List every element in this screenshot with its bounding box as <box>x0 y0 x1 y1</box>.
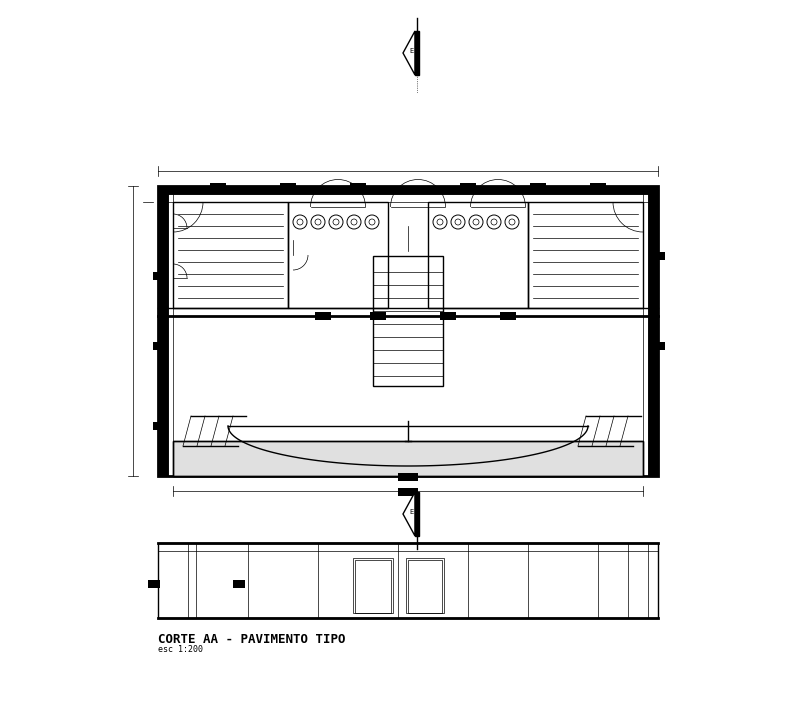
Bar <box>528 202 643 308</box>
Text: esc 1:200: esc 1:200 <box>158 645 203 654</box>
Text: E: E <box>409 509 413 515</box>
Bar <box>530 183 546 191</box>
Bar <box>406 558 444 613</box>
Bar <box>370 312 386 320</box>
Bar <box>158 543 658 618</box>
Bar <box>153 272 163 280</box>
Text: CORTE AA - PAVIMENTO TIPO: CORTE AA - PAVIMENTO TIPO <box>158 633 345 646</box>
Bar <box>315 312 331 320</box>
Polygon shape <box>415 492 419 536</box>
Bar <box>653 252 665 260</box>
Bar <box>355 560 391 613</box>
Bar <box>173 202 288 308</box>
Bar <box>460 183 476 191</box>
Bar <box>373 256 443 386</box>
Bar <box>210 183 226 191</box>
Polygon shape <box>403 492 415 536</box>
Bar <box>408 560 442 613</box>
Bar <box>153 422 163 430</box>
Bar <box>158 194 658 202</box>
Bar <box>158 186 658 476</box>
Bar <box>353 558 393 613</box>
Bar <box>153 342 163 350</box>
Bar <box>500 312 516 320</box>
Bar <box>440 312 456 320</box>
Text: E: E <box>409 48 413 54</box>
Bar <box>288 202 388 308</box>
Bar <box>158 186 658 194</box>
Bar <box>653 342 665 350</box>
Bar <box>233 580 245 588</box>
Bar <box>398 488 418 496</box>
Bar <box>648 186 658 476</box>
Bar <box>148 580 160 588</box>
Bar <box>590 183 606 191</box>
Bar <box>350 183 366 191</box>
Bar <box>398 473 418 481</box>
Bar <box>168 186 173 476</box>
Polygon shape <box>403 31 415 75</box>
Bar <box>643 186 648 476</box>
Bar <box>280 183 296 191</box>
Polygon shape <box>415 31 419 75</box>
Bar <box>173 441 643 476</box>
Bar <box>158 186 168 476</box>
Bar <box>428 202 528 308</box>
Bar <box>173 441 643 476</box>
